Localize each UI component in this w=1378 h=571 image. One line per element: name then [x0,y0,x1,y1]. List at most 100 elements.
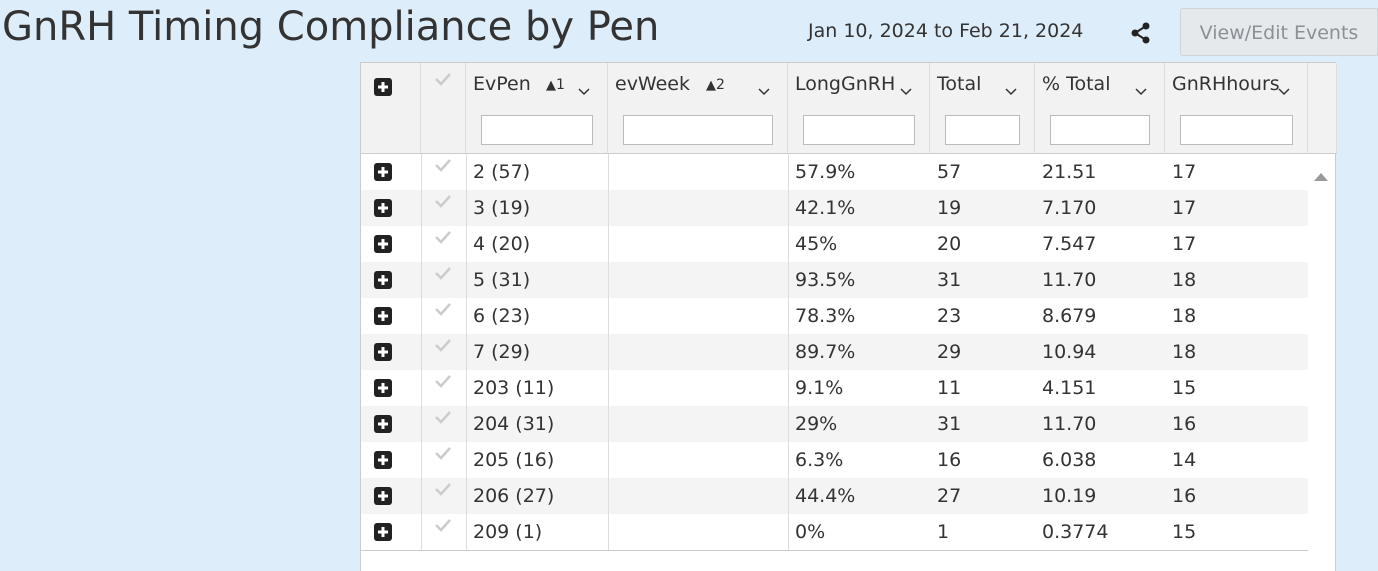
table-cell: 0.3774 [1042,521,1109,543]
column-header[interactable]: evWeek ▲2 [608,63,788,154]
check-icon[interactable] [434,265,452,284]
column-divider [466,190,467,226]
column-header[interactable]: Total [930,63,1035,154]
table-cell: 0% [795,521,826,543]
column-divider [788,334,789,370]
expand-icon[interactable] [374,78,392,100]
expand-icon[interactable] [374,271,392,293]
check-icon[interactable] [434,337,452,356]
column-label[interactable]: GnRHhours [1172,73,1280,95]
column-menu[interactable] [1135,79,1147,101]
table-cell: 5 (31) [473,269,531,291]
column-filter[interactable] [481,115,593,145]
table-cell: 57.9% [795,161,856,183]
sort-indicator: ▲1 [546,77,565,93]
check-icon[interactable] [434,373,452,392]
table-cell: 20 [937,233,962,255]
column-divider [788,442,789,478]
check-icon[interactable] [434,301,452,320]
table-cell: 16 [937,449,962,471]
table-cell: 18 [1172,305,1197,327]
share-icon[interactable] [1130,22,1152,44]
column-divider [788,226,789,262]
check-icon[interactable] [434,157,452,176]
column-menu[interactable] [578,79,590,101]
table-cell: 11.70 [1042,413,1097,435]
table-cell: 17 [1172,197,1197,219]
column-divider [608,298,609,334]
column-divider [466,334,467,370]
table-cell: 204 (31) [473,413,555,435]
column-label[interactable]: % Total [1042,73,1111,95]
scroll-arrow[interactable] [1313,167,1329,186]
column-label[interactable]: LongGnRH [795,73,896,95]
expand-icon[interactable] [374,415,392,437]
view-edit-button[interactable]: View/Edit Events [1180,8,1378,56]
expand-icon[interactable] [374,451,392,473]
table-cell: 23 [937,305,962,327]
date-range[interactable]: Jan 10, 2024 to Feb 21, 2024 [808,20,1084,42]
table-cell: 18 [1172,341,1197,363]
column-menu[interactable] [1278,79,1290,101]
table-cell: 11.70 [1042,269,1097,291]
expand-icon[interactable] [374,379,392,401]
column-label[interactable]: evWeek [615,73,690,95]
data-grid: EvPen ▲1 evWeek ▲2 LongGnRH Total % Total GnRHh… [360,62,1337,571]
column-divider [466,262,467,298]
table-cell: 16 [1172,413,1197,435]
expand-icon[interactable] [374,307,392,329]
column-header[interactable]: GnRHhours [1165,63,1308,154]
table-cell: 6.038 [1042,449,1097,471]
table-cell: 8.679 [1042,305,1097,327]
table-cell: 17 [1172,161,1197,183]
column-filter[interactable] [803,115,915,145]
column-header[interactable]: LongGnRH [788,63,930,154]
header-cell [361,63,421,154]
column-divider [466,370,467,406]
check-icon[interactable] [434,517,452,536]
table-cell: 4 (20) [473,233,531,255]
column-label[interactable]: EvPen [473,73,531,95]
table-cell: 16 [1172,485,1197,507]
column-divider [421,514,422,550]
table-cell: 205 (16) [473,449,555,471]
column-filter[interactable] [1180,115,1293,145]
column-label[interactable]: Total [937,73,982,95]
check-icon[interactable] [434,71,452,90]
column-filter[interactable] [623,115,773,145]
column-divider [608,442,609,478]
column-divider [466,226,467,262]
expand-icon[interactable] [374,163,392,185]
expand-icon[interactable] [374,487,392,509]
expand-icon[interactable] [374,199,392,221]
expand-icon[interactable] [374,343,392,365]
expand-icon[interactable] [374,523,392,545]
row-bg [361,334,1308,370]
column-filter[interactable] [1050,115,1150,145]
column-divider [608,514,609,550]
table-cell: 44.4% [795,485,856,507]
column-filter[interactable] [945,115,1020,145]
check-icon[interactable] [434,445,452,464]
column-header[interactable]: % Total [1035,63,1165,154]
expand-icon[interactable] [374,235,392,257]
column-divider [608,190,609,226]
column-divider [421,154,422,190]
row-bg [361,406,1308,442]
column-divider [608,478,609,514]
column-divider [608,226,609,262]
column-divider [788,154,789,190]
check-icon[interactable] [434,229,452,248]
column-menu[interactable] [758,79,770,101]
column-divider [466,478,467,514]
page-title: GnRH Timing Compliance by Pen [2,4,660,50]
check-icon[interactable] [434,481,452,500]
check-icon[interactable] [434,409,452,428]
table-cell: 9.1% [795,377,844,399]
column-menu[interactable] [900,79,912,101]
column-header[interactable]: EvPen ▲1 [466,63,608,154]
table-cell: 15 [1172,377,1197,399]
check-icon[interactable] [434,193,452,212]
column-menu[interactable] [1005,79,1017,101]
table-cell: 2 (57) [473,161,531,183]
